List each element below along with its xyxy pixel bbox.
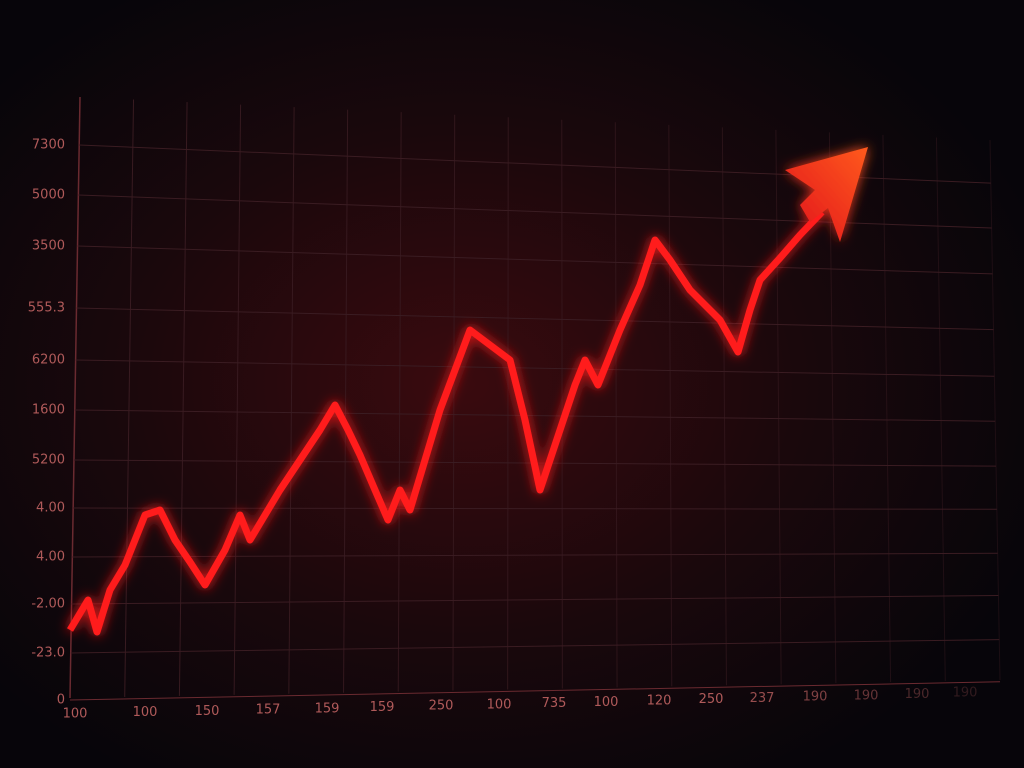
y-label: -2.00 bbox=[31, 597, 65, 612]
arrow-head bbox=[785, 147, 868, 242]
grid-line bbox=[72, 552, 998, 558]
x-label: 120 bbox=[647, 694, 672, 709]
grid-line bbox=[69, 96, 81, 699]
trend-line bbox=[66, 147, 868, 636]
x-label: 157 bbox=[256, 703, 281, 718]
grid-line bbox=[668, 124, 673, 687]
y-label: -23.0 bbox=[31, 646, 65, 661]
grid-line bbox=[73, 507, 997, 510]
x-label: 100 bbox=[63, 707, 88, 722]
grid-line bbox=[124, 99, 135, 697]
grid-line bbox=[775, 129, 782, 685]
y-label: 1600 bbox=[32, 403, 65, 418]
grid-line bbox=[74, 409, 996, 422]
x-label: 190 bbox=[803, 690, 828, 705]
x-label: 735 bbox=[542, 696, 567, 711]
x-label: 100 bbox=[594, 695, 619, 710]
y-label: 7300 bbox=[32, 138, 65, 153]
grid-line bbox=[288, 107, 295, 694]
grid-line bbox=[77, 245, 993, 275]
grid-line bbox=[69, 681, 1001, 701]
grid-line bbox=[614, 122, 618, 688]
grid-line bbox=[507, 117, 509, 690]
grid-line bbox=[75, 359, 995, 377]
x-label: 237 bbox=[750, 691, 775, 706]
grid-line bbox=[397, 112, 402, 692]
y-label: 5000 bbox=[32, 188, 65, 203]
grid-line bbox=[343, 109, 349, 693]
grid-line bbox=[935, 137, 946, 682]
x-label: 250 bbox=[699, 692, 724, 707]
y-label: 4.00 bbox=[36, 550, 65, 565]
trend-path bbox=[66, 209, 825, 636]
grid-line bbox=[233, 104, 242, 695]
grid-line bbox=[721, 127, 727, 686]
grid-line bbox=[71, 595, 999, 605]
grid-line bbox=[76, 307, 994, 331]
y-label: 6200 bbox=[32, 353, 65, 368]
y-label: 555.3 bbox=[28, 301, 65, 316]
y-label: 4.00 bbox=[36, 501, 65, 516]
x-label: 190 bbox=[953, 686, 978, 701]
y-label: 5200 bbox=[32, 453, 65, 468]
y-label: 3500 bbox=[32, 239, 65, 254]
x-label: 190 bbox=[854, 688, 879, 703]
y-label: 0 bbox=[57, 693, 65, 708]
labels: 7300 5000 3500 555.3 6200 1600 5200 4.00 4.00 -2.… bbox=[28, 138, 978, 722]
grid-line bbox=[828, 132, 837, 684]
x-label: 150 bbox=[195, 704, 220, 719]
x-label: 100 bbox=[487, 697, 512, 712]
grid-line bbox=[882, 134, 892, 683]
grid-line bbox=[70, 639, 1000, 654]
x-label: 159 bbox=[370, 700, 395, 715]
grid-line bbox=[452, 114, 456, 691]
x-label: 250 bbox=[429, 699, 454, 714]
x-label: 159 bbox=[315, 701, 340, 716]
grid-line bbox=[561, 119, 563, 689]
x-label: 190 bbox=[905, 687, 930, 702]
grid-line bbox=[178, 102, 188, 696]
grid-line bbox=[989, 139, 1001, 681]
x-label: 100 bbox=[133, 705, 158, 720]
